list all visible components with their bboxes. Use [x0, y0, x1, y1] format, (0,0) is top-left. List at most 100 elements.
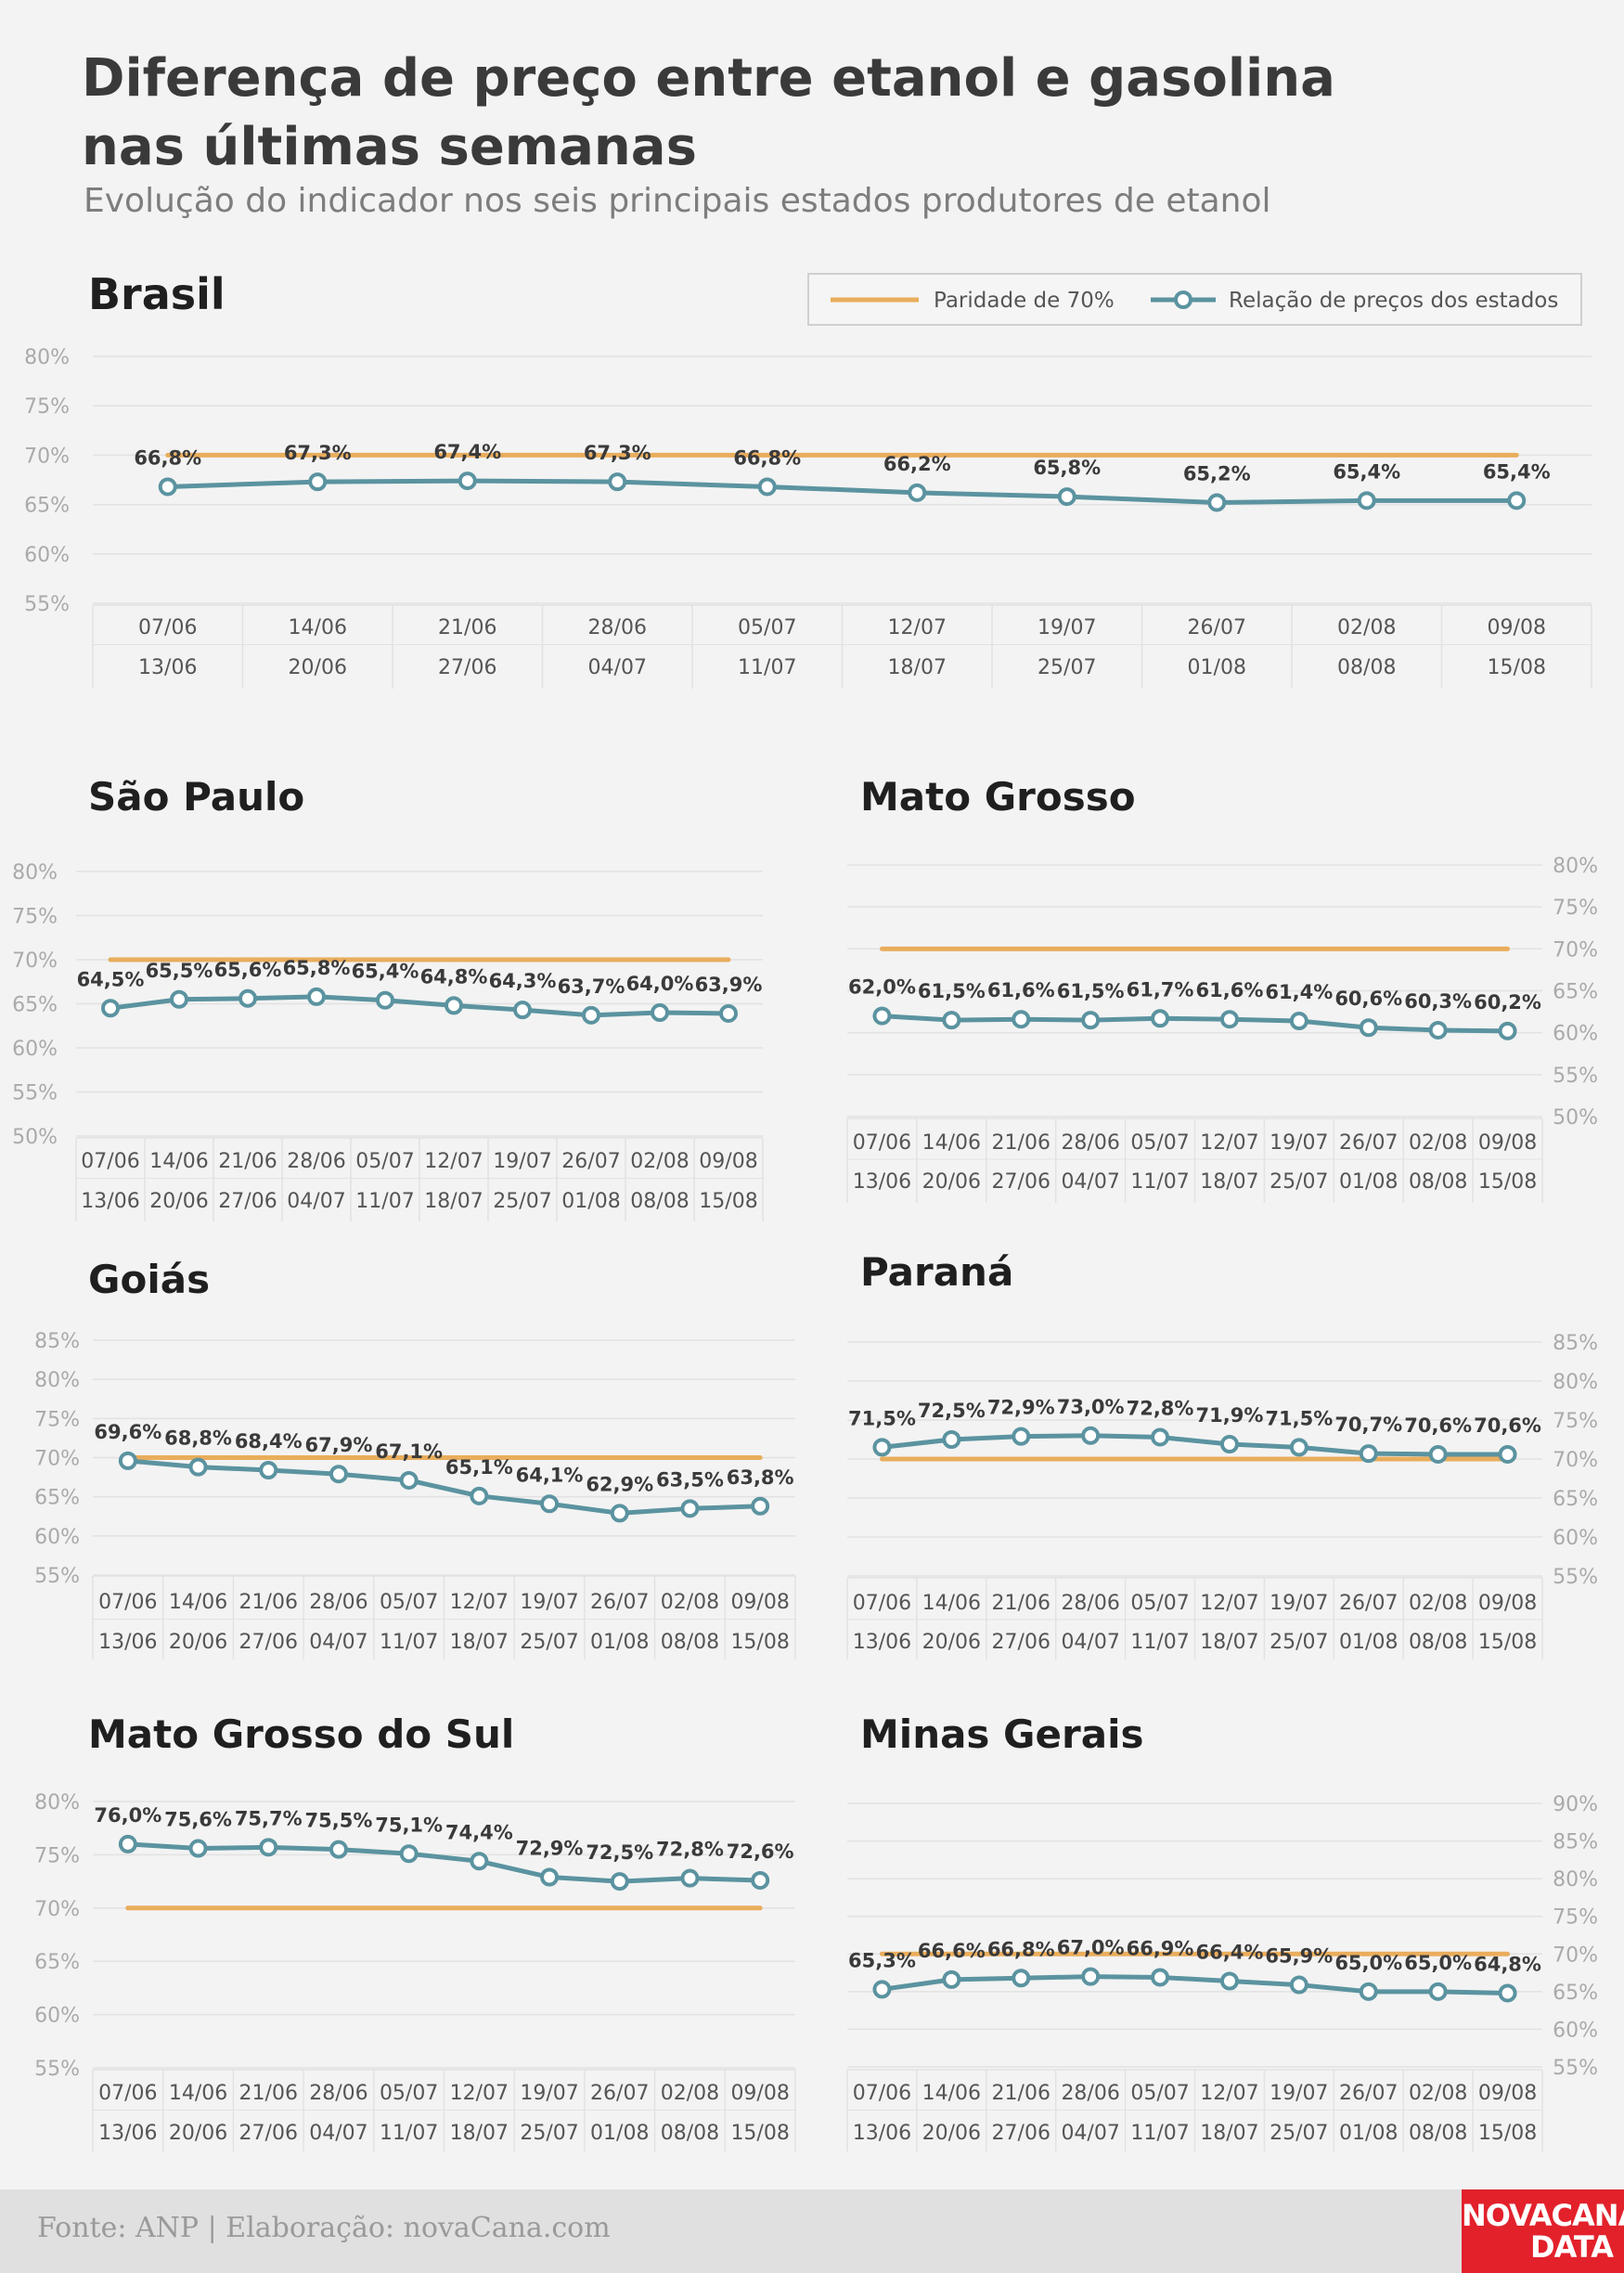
- x-start-label-mato-grosso: 21/06: [992, 1131, 1050, 1155]
- x-start-label-parana: 26/07: [1339, 1592, 1398, 1615]
- data-point-mato-grosso: [1428, 1020, 1448, 1040]
- x-end-label-minas-gerais: 18/07: [1200, 2122, 1258, 2145]
- chart-brasil: Brasil 55% 60% 65% 70% 75% 80% 07/06 13/06 14/06 2…: [24, 269, 1592, 689]
- x-end-label-sao-paulo: 25/07: [493, 1190, 551, 1213]
- logo-line-2: DATA: [1530, 2229, 1614, 2265]
- x-end-label-parana: 15/08: [1478, 1631, 1537, 1654]
- x-start-label-parana: 02/08: [1409, 1592, 1467, 1615]
- x-start-label-parana: 07/06: [853, 1592, 911, 1615]
- chart-goias: Goiás 55% 60% 65% 70% 75% 80% 85% 07/06 13/06 14/0…: [34, 1257, 796, 1660]
- title-line-2: nas últimas semanas: [82, 117, 697, 177]
- source-note: Fonte: ANP | Elaboração: novaCana.com: [37, 2212, 611, 2244]
- data-point-goias: [680, 1499, 700, 1518]
- y-tick-mato-grosso-do-sul: 75%: [34, 1844, 80, 1867]
- data-point-minas-gerais: [942, 1970, 961, 1989]
- legend-series-label: Relação de preços dos estados: [1229, 289, 1558, 313]
- x-end-label-brasil: 15/08: [1488, 656, 1546, 679]
- data-label-parana: 72,8%: [1127, 1397, 1194, 1419]
- x-end-label-parana: 20/06: [922, 1631, 981, 1654]
- chart-title-mato-grosso-do-sul: Mato Grosso do Sul: [88, 1711, 514, 1757]
- data-point-minas-gerais: [1012, 1969, 1031, 1988]
- x-end-label-mato-grosso: 25/07: [1270, 1170, 1328, 1194]
- y-tick-goias: 60%: [34, 1526, 80, 1549]
- x-end-label-goias: 20/06: [169, 1631, 227, 1654]
- x-end-label-minas-gerais: 08/08: [1409, 2122, 1467, 2145]
- data-point-goias: [399, 1470, 419, 1490]
- y-tick-mato-grosso-do-sul: 55%: [34, 2058, 80, 2081]
- data-label-brasil: 66,2%: [883, 453, 951, 475]
- x-start-label-goias: 14/06: [169, 1591, 227, 1614]
- data-point-minas-gerais: [872, 1980, 892, 1999]
- data-label-minas-gerais: 66,4%: [1196, 1941, 1264, 1963]
- chart-mato-grosso-do-sul: Mato Grosso do Sul 55% 60% 65% 70% 75% 80% 07/0…: [34, 1711, 796, 2151]
- x-end-label-goias: 04/07: [309, 1631, 367, 1654]
- x-start-label-brasil: 21/06: [438, 616, 496, 639]
- y-tick-parana: 70%: [1553, 1449, 1598, 1472]
- y-tick-brasil: 60%: [24, 544, 70, 567]
- x-start-label-goias: 09/08: [730, 1591, 789, 1614]
- data-point-parana: [1219, 1435, 1239, 1454]
- data-label-mato-grosso-do-sul: 72,5%: [586, 1841, 653, 1864]
- x-end-label-brasil: 18/07: [888, 656, 947, 679]
- x-start-label-minas-gerais: 28/06: [1061, 2082, 1119, 2105]
- data-label-parana: 71,9%: [1196, 1404, 1264, 1427]
- x-start-label-goias: 19/07: [520, 1591, 578, 1614]
- data-point-minas-gerais: [1289, 1975, 1308, 1995]
- data-point-sao-paulo: [651, 1003, 669, 1022]
- x-start-label-sao-paulo: 28/06: [287, 1150, 345, 1173]
- data-label-mato-grosso: 61,6%: [1196, 979, 1264, 1001]
- x-start-label-sao-paulo: 05/07: [355, 1150, 414, 1173]
- chart-title-brasil: Brasil: [88, 269, 226, 319]
- x-end-label-mato-grosso-do-sul: 20/06: [169, 2122, 227, 2145]
- data-label-brasil: 65,4%: [1333, 460, 1400, 483]
- x-end-label-minas-gerais: 15/08: [1478, 2122, 1537, 2145]
- x-start-label-minas-gerais: 21/06: [992, 2082, 1050, 2105]
- data-point-goias: [188, 1457, 208, 1477]
- y-tick-minas-gerais: 80%: [1553, 1868, 1598, 1892]
- x-start-label-mato-grosso: 19/07: [1270, 1131, 1328, 1155]
- x-end-label-mato-grosso: 11/07: [1130, 1170, 1189, 1194]
- data-label-minas-gerais: 65,3%: [848, 1949, 916, 1971]
- x-start-label-sao-paulo: 12/07: [424, 1150, 483, 1173]
- title-line-1: Diferença de preço entre etanol e gasoli…: [82, 48, 1335, 109]
- x-start-label-mato-grosso-do-sul: 19/07: [520, 2082, 578, 2105]
- data-point-goias: [329, 1465, 348, 1484]
- data-label-parana: 72,9%: [987, 1397, 1055, 1419]
- x-end-label-brasil: 08/08: [1337, 656, 1396, 679]
- data-label-minas-gerais: 67,0%: [1057, 1937, 1125, 1959]
- data-label-mato-grosso-do-sul: 72,9%: [516, 1838, 584, 1860]
- data-point-parana: [872, 1438, 892, 1457]
- data-label-parana: 70,6%: [1404, 1414, 1472, 1437]
- data-point-brasil: [308, 472, 328, 492]
- data-label-goias: 68,4%: [235, 1430, 303, 1453]
- x-start-label-goias: 07/06: [98, 1591, 157, 1614]
- x-end-label-mato-grosso-do-sul: 11/07: [380, 2122, 438, 2145]
- y-tick-goias: 75%: [34, 1408, 80, 1431]
- data-label-mato-grosso: 61,6%: [987, 979, 1055, 1001]
- data-point-brasil: [908, 483, 927, 502]
- x-end-label-mato-grosso-do-sul: 27/06: [239, 2122, 298, 2145]
- data-point-brasil: [158, 477, 177, 497]
- data-label-parana: 70,6%: [1474, 1414, 1541, 1437]
- data-point-goias: [118, 1451, 137, 1470]
- data-label-mato-grosso-do-sul: 76,0%: [94, 1804, 161, 1827]
- y-tick-sao-paulo: 65%: [12, 994, 58, 1017]
- x-start-label-goias: 21/06: [239, 1591, 298, 1614]
- data-label-goias: 63,8%: [727, 1466, 794, 1489]
- y-tick-mato-grosso-do-sul: 70%: [34, 1898, 80, 1921]
- data-point-mato-grosso: [1359, 1018, 1378, 1038]
- y-tick-sao-paulo: 80%: [12, 861, 58, 885]
- data-label-brasil: 67,3%: [584, 442, 651, 464]
- data-label-sao-paulo: 64,0%: [626, 973, 694, 995]
- x-end-label-brasil: 27/06: [438, 656, 496, 679]
- x-end-label-mato-grosso: 04/07: [1061, 1170, 1119, 1194]
- data-point-brasil: [1507, 491, 1527, 510]
- y-tick-mato-grosso: 70%: [1553, 938, 1598, 962]
- y-tick-goias: 70%: [34, 1448, 80, 1471]
- data-label-goias: 69,6%: [94, 1421, 161, 1443]
- x-start-label-mato-grosso-do-sul: 07/06: [98, 2082, 157, 2105]
- chart-mato-grosso: Mato Grosso 50% 55% 60% 65% 70% 75% 80% 07/06 13/…: [846, 774, 1598, 1203]
- data-label-goias: 67,9%: [305, 1434, 373, 1456]
- page-subtitle: Evolução do indicador nos seis principai…: [84, 182, 1271, 220]
- data-point-mato-grosso-do-sul: [540, 1867, 560, 1887]
